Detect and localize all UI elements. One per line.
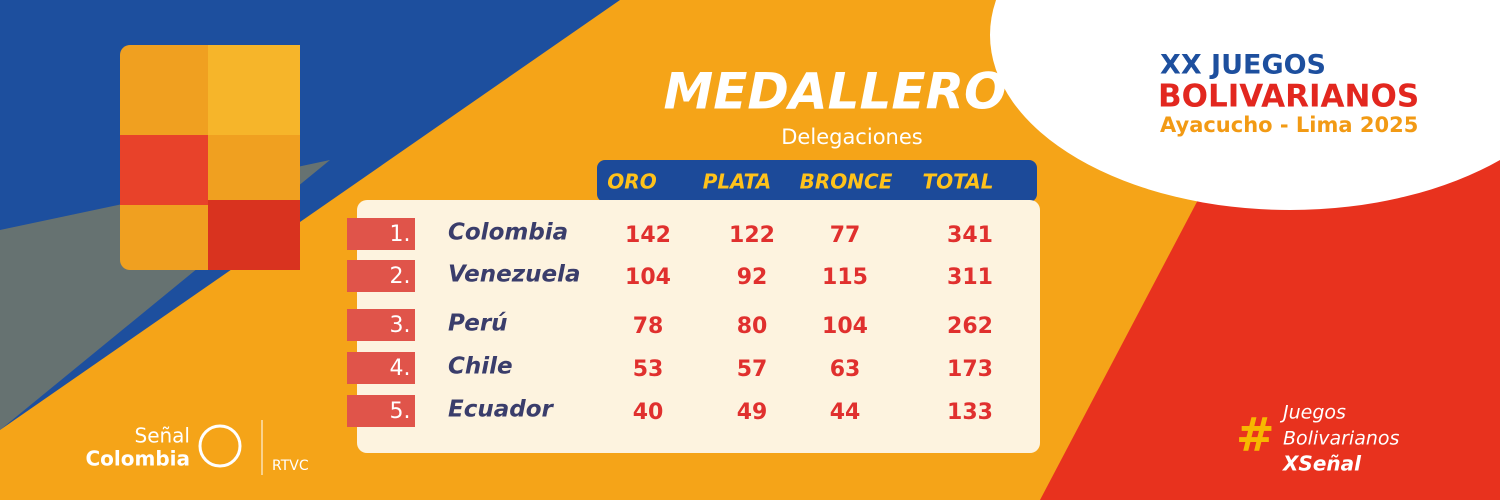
rank: 2. xyxy=(390,264,411,289)
medal-count: 173 xyxy=(947,357,993,382)
broadcaster-icon xyxy=(198,424,242,468)
country: Venezuela xyxy=(448,262,580,288)
medal-count: 57 xyxy=(737,357,768,382)
logo-circle xyxy=(990,0,1500,210)
medal-count: 262 xyxy=(947,314,993,339)
country: Ecuador xyxy=(448,397,555,423)
rank: 4. xyxy=(390,356,411,381)
medal-count: 53 xyxy=(633,357,664,382)
broadcaster: Señal xyxy=(135,424,191,448)
rank: 1. xyxy=(390,222,411,247)
medal-count: 78 xyxy=(633,314,664,339)
medal-count: 40 xyxy=(633,400,664,425)
hashtag: Bolivarianos xyxy=(1283,428,1400,450)
country: Chile xyxy=(448,354,513,380)
medal-count: 115 xyxy=(822,265,868,290)
rank-badge xyxy=(347,395,415,427)
medal-count: 92 xyxy=(737,265,768,290)
medal-count: 133 xyxy=(947,400,993,425)
logo-text: XX JUEGOS xyxy=(1160,50,1326,81)
hashtag-symbol: # xyxy=(1236,408,1275,462)
rank: 5. xyxy=(390,399,411,424)
medal-count: 122 xyxy=(729,223,775,248)
emblem-tile xyxy=(208,200,300,270)
emblem-tile xyxy=(208,45,300,135)
hashtag: Juegos xyxy=(1279,402,1346,424)
medal-count: 80 xyxy=(737,314,768,339)
rank-badge xyxy=(347,352,415,384)
column-header: BRONCE xyxy=(800,170,893,194)
hashtag: XSeñal xyxy=(1281,452,1362,476)
header-bar xyxy=(597,160,1037,202)
broadcaster: Colombia xyxy=(85,447,190,471)
table-body xyxy=(357,200,1040,453)
rank-badge xyxy=(347,218,415,250)
title: MEDALLERO xyxy=(664,63,1007,121)
subtitle: Delegaciones xyxy=(781,125,922,149)
rank-badge xyxy=(347,309,415,341)
column-header: PLATA xyxy=(703,170,772,194)
column-header: TOTAL xyxy=(923,170,994,194)
emblem-tile xyxy=(120,135,208,205)
medal-count: 142 xyxy=(625,223,671,248)
logo-text: BOLIVARIANOS xyxy=(1158,79,1419,115)
rank: 3. xyxy=(390,313,411,338)
medal-count: 311 xyxy=(947,265,993,290)
logo-text: Ayacucho - Lima 2025 xyxy=(1160,113,1418,137)
country: Perú xyxy=(448,311,508,337)
medal-count: 77 xyxy=(830,223,861,248)
country: Colombia xyxy=(448,220,568,246)
medal-count: 49 xyxy=(737,400,768,425)
column-header: ORO xyxy=(607,170,656,194)
medal-count: 341 xyxy=(947,223,993,248)
medal-count: 63 xyxy=(830,357,861,382)
medal-count: 44 xyxy=(830,400,861,425)
medal-count: 104 xyxy=(625,265,671,290)
broadcaster: RTVC xyxy=(272,458,309,474)
rank-badge xyxy=(347,260,415,292)
medal-count: 104 xyxy=(822,314,868,339)
